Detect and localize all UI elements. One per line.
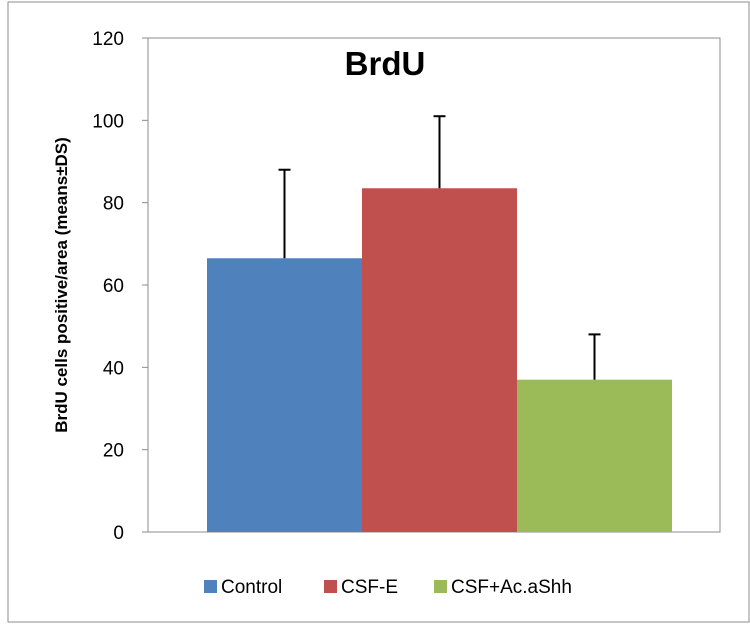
y-tick-label: 40 (103, 358, 124, 379)
y-tick-label: 120 (92, 29, 124, 50)
error-bars (278, 115, 601, 380)
chart-title: BrdU (345, 45, 426, 82)
y-tick-label: 0 (113, 523, 124, 544)
bars (207, 188, 672, 532)
y-tick-label: 100 (92, 111, 124, 132)
legend-swatch (324, 580, 337, 593)
y-ticks: 0 20 40 60 80 100 120 (92, 29, 148, 544)
y-tick-label: 60 (103, 276, 124, 297)
y-tick-label: 80 (103, 194, 124, 215)
y-tick-label: 20 (103, 441, 124, 462)
legend-label: Control (221, 577, 282, 598)
y-axis-label: BrdU cells positive/area (means±DS) (52, 137, 71, 433)
bar-csf-e (362, 188, 517, 532)
legend-swatch (434, 580, 447, 593)
bar-control (207, 258, 362, 532)
legend-label: CSF-E (341, 577, 398, 598)
legend: Control CSF-E CSF+Ac.aShh (204, 577, 572, 598)
legend-label: CSF+Ac.aShh (451, 577, 572, 598)
bar-csf-ac-ashh (517, 379, 672, 532)
legend-swatch (204, 580, 217, 593)
